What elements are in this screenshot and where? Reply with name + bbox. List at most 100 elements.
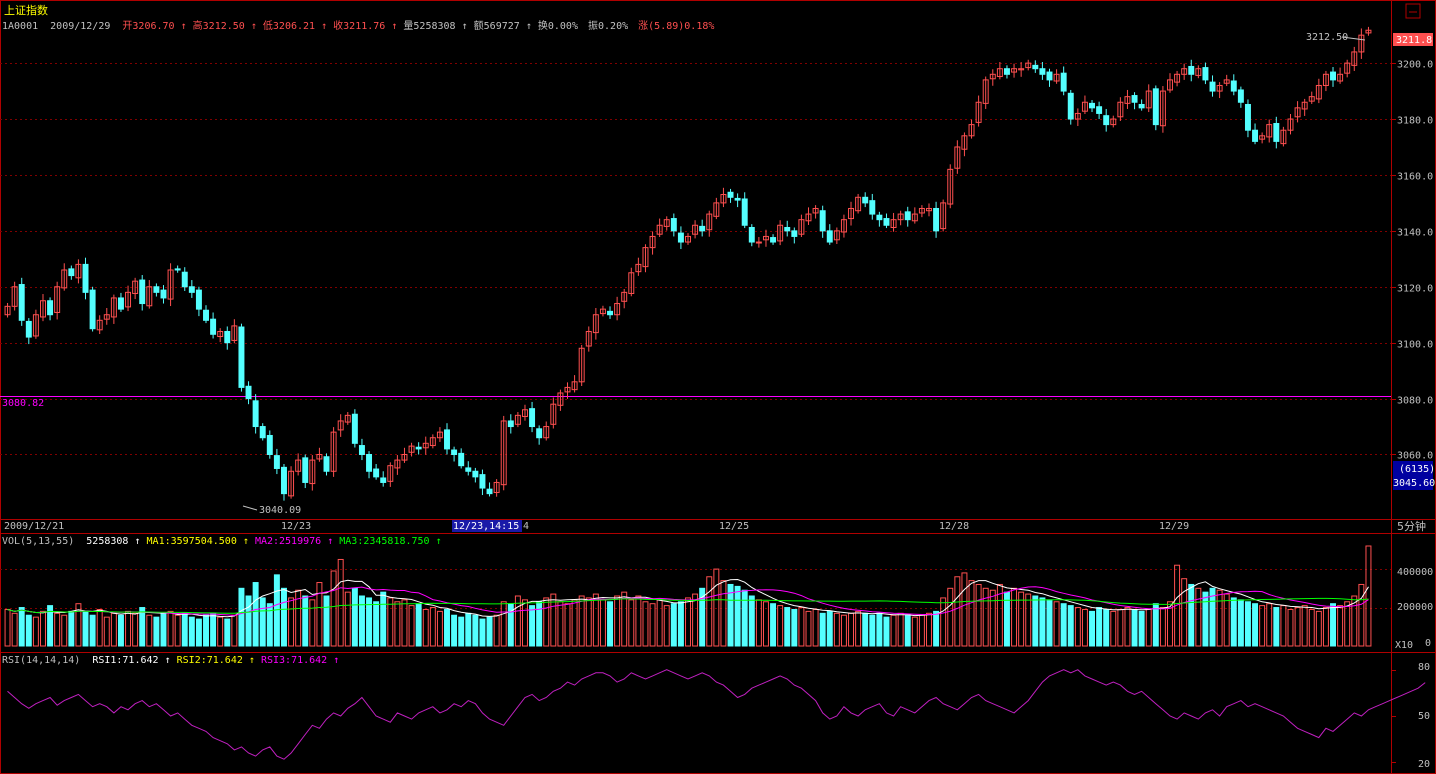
volume-bar (380, 591, 387, 647)
candle-body (245, 385, 252, 400)
candle-body (805, 213, 812, 222)
volume-bar (351, 587, 358, 647)
volume-bar (330, 570, 337, 647)
price-tick-label: 3140.0 (1397, 228, 1433, 239)
candle-body (1003, 68, 1010, 75)
candle-body (869, 200, 876, 215)
candle-body (1287, 118, 1294, 131)
candle-body (840, 219, 847, 233)
candle-body (82, 263, 89, 293)
volume-bar (848, 612, 855, 647)
candle-body (259, 426, 266, 439)
volume-bar (1344, 601, 1351, 647)
candle-body (514, 414, 521, 425)
volume-bar (82, 610, 89, 647)
candle-body (1322, 73, 1329, 86)
volume-bar (238, 587, 245, 647)
candle-body (117, 297, 124, 310)
candle-body (1252, 129, 1259, 142)
volume-bar (550, 593, 557, 647)
date-label-4: 12/28 (939, 521, 969, 532)
volume-bar (1322, 607, 1329, 647)
volume-bar (904, 614, 911, 647)
volume-bar (266, 603, 273, 647)
axis-ticks: 3200.0 3180.0 3160.0 3140.0 3120.0 3100.0 3080… (1391, 60, 1433, 763)
price-tick-label: 3200.0 (1397, 60, 1433, 71)
candle-body (1110, 118, 1117, 126)
candle-body (543, 426, 550, 439)
volume-bar (1287, 608, 1294, 647)
volume-bar (125, 610, 132, 647)
volume-bar (1110, 610, 1117, 647)
candle-body (755, 241, 762, 244)
volume-bar (536, 601, 543, 647)
candle-body (741, 198, 748, 226)
candle-body (918, 207, 925, 214)
volume-bar (309, 599, 316, 647)
candle-body (68, 268, 75, 277)
candle-body (521, 409, 528, 417)
up-arrow-icon: ↑ (243, 536, 249, 547)
volume-bar (188, 616, 195, 647)
candle-body (1308, 96, 1315, 102)
candle-body (47, 300, 54, 316)
amplitude: 振0.20% (588, 19, 628, 32)
candle-body (692, 224, 699, 235)
volume-bar (472, 614, 479, 647)
period-label[interactable]: 5分钟 (1397, 519, 1426, 533)
candle-body (238, 326, 245, 388)
volume-bar (543, 597, 550, 647)
volume-bar (295, 589, 302, 647)
candle-body (762, 235, 769, 241)
volume-bar (1081, 608, 1088, 647)
candle-body (472, 470, 479, 478)
volume-bar (444, 608, 450, 647)
candle-body (1280, 129, 1287, 145)
candle-body (529, 408, 536, 428)
candle-body (493, 481, 500, 494)
volume-bar (982, 587, 989, 647)
candle-body (1301, 101, 1308, 110)
volume-bar (578, 595, 585, 647)
candle-body (685, 235, 691, 243)
volume-bar (926, 612, 932, 647)
volume-bar (358, 595, 365, 647)
candle-body (54, 286, 61, 313)
volume-bar (486, 616, 493, 647)
candle-body (826, 230, 833, 243)
code: 1A0001 (2, 21, 38, 32)
volume-bar (1337, 605, 1344, 647)
candle-body (926, 207, 932, 212)
candle-body (110, 297, 117, 318)
volume-bar (117, 614, 124, 647)
volume-bar (366, 597, 373, 647)
low-marker: 3040.09 (259, 505, 301, 516)
date-label-2: 12/23 (281, 521, 311, 532)
volume-bar (1301, 605, 1308, 647)
candle-body (160, 289, 167, 299)
rsi3: RSI3:71.642 (261, 655, 327, 666)
volume-bar (819, 612, 826, 647)
volume-bar (224, 618, 231, 647)
volume-bar (599, 599, 606, 647)
volume-bar (812, 608, 819, 647)
volume-bar (713, 568, 720, 647)
candle-body (848, 207, 855, 220)
maximize-icon[interactable] (1405, 3, 1421, 19)
candle-body (167, 269, 174, 300)
up-arrow-icon: ↑ (333, 655, 339, 666)
volume-bar (1188, 583, 1195, 647)
volume-bar (677, 601, 684, 647)
candle-body (1202, 67, 1209, 81)
candle-body (1138, 103, 1145, 109)
volume-bar (989, 589, 996, 647)
candle-body (295, 459, 302, 472)
volume-bar (1032, 595, 1039, 647)
volume-bar (110, 612, 117, 647)
candle-body (968, 124, 975, 137)
candle-body (132, 280, 139, 294)
up-arrow-icon: ↑ (134, 536, 140, 547)
change: 涨(5.89)0.18% (638, 20, 714, 32)
candle-body (1195, 68, 1202, 76)
